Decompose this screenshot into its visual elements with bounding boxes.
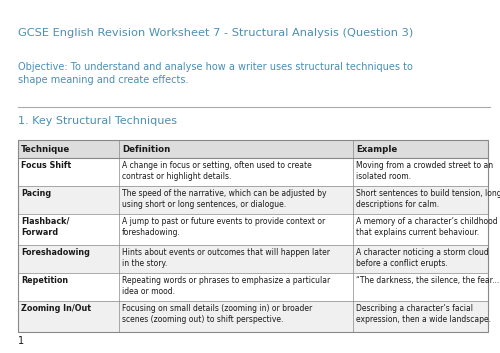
Text: Focusing on small details (zooming in) or broader
scenes (zooming out) to shift : Focusing on small details (zooming in) o…	[122, 304, 312, 324]
Text: Technique: Technique	[21, 144, 70, 154]
Text: Repeating words or phrases to emphasize a particular
idea or mood.: Repeating words or phrases to emphasize …	[122, 276, 330, 296]
Text: Moving from a crowded street to an
isolated room.: Moving from a crowded street to an isola…	[356, 161, 493, 181]
Text: Foreshadowing: Foreshadowing	[21, 248, 90, 257]
Bar	[18, 214, 488, 245]
Text: A change in focus or setting, often used to create
contrast or highlight details: A change in focus or setting, often used…	[122, 161, 312, 181]
Text: A character noticing a storm cloud
before a conflict erupts.: A character noticing a storm cloud befor…	[356, 248, 489, 268]
Text: Zooming In/Out: Zooming In/Out	[21, 304, 91, 313]
Text: Pacing: Pacing	[21, 189, 51, 198]
Bar	[18, 273, 488, 301]
Text: Repetition: Repetition	[21, 276, 68, 285]
Bar	[18, 245, 488, 273]
Text: Hints about events or outcomes that will happen later
in the story.: Hints about events or outcomes that will…	[122, 248, 330, 268]
Text: The speed of the narrative, which can be adjusted by
using short or long sentenc: The speed of the narrative, which can be…	[122, 189, 326, 209]
Bar	[18, 186, 488, 214]
Text: 1. Key Structural Techniques: 1. Key Structural Techniques	[18, 116, 177, 126]
Bar	[18, 158, 488, 186]
Text: A jump to past or future events to provide context or
foreshadowing.: A jump to past or future events to provi…	[122, 217, 326, 237]
Text: Short sentences to build tension, longer
descriptions for calm.: Short sentences to build tension, longer…	[356, 189, 500, 209]
Text: Definition: Definition	[122, 144, 170, 154]
Text: GCSE English Revision Worksheet 7 - Structural Analysis (Question 3): GCSE English Revision Worksheet 7 - Stru…	[18, 28, 413, 38]
Text: Example: Example	[356, 144, 398, 154]
Bar	[18, 140, 488, 332]
Text: “The darkness, the silence, the fear...”: “The darkness, the silence, the fear...”	[356, 276, 500, 285]
Text: 1: 1	[18, 336, 24, 346]
Bar	[18, 301, 488, 332]
Text: Objective: To understand and analyse how a writer uses structural techniques to
: Objective: To understand and analyse how…	[18, 62, 413, 85]
Text: Flashback/
Forward: Flashback/ Forward	[21, 217, 70, 237]
Text: Describing a character’s facial
expression, then a wide landscape.: Describing a character’s facial expressi…	[356, 304, 491, 324]
Bar	[18, 140, 488, 158]
Text: Focus Shift: Focus Shift	[21, 161, 71, 170]
Text: A memory of a character’s childhood
that explains current behaviour.: A memory of a character’s childhood that…	[356, 217, 498, 237]
